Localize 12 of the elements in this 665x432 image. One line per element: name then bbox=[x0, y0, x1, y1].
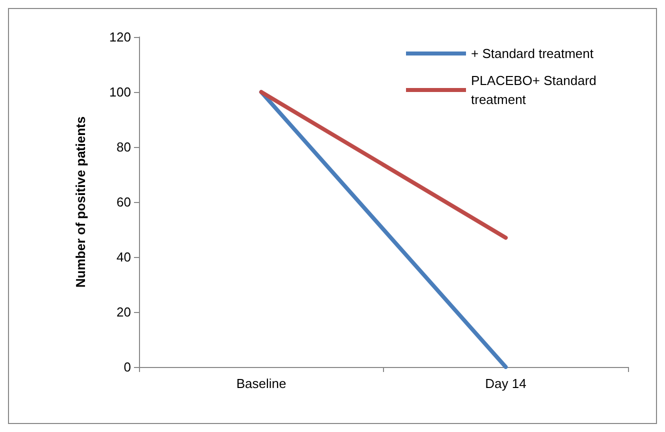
y-tick-label: 120 bbox=[109, 30, 131, 44]
y-tick-label: 0 bbox=[124, 360, 131, 374]
x-tick-label: Baseline bbox=[236, 376, 286, 391]
y-tick-label: 60 bbox=[116, 194, 131, 210]
y-tick-label: 80 bbox=[116, 140, 131, 154]
y-tick-label: 40 bbox=[116, 250, 131, 264]
legend-label: + Standard treatment bbox=[471, 46, 594, 61]
y-axis-title: Number of positive patients bbox=[73, 116, 88, 288]
y-tick-label: 100 bbox=[109, 84, 131, 100]
x-tick-label: Day 14 bbox=[485, 376, 526, 391]
legend-label: PLACEBO+ Standard treatment bbox=[471, 73, 600, 107]
y-tick-label: 20 bbox=[116, 304, 131, 320]
